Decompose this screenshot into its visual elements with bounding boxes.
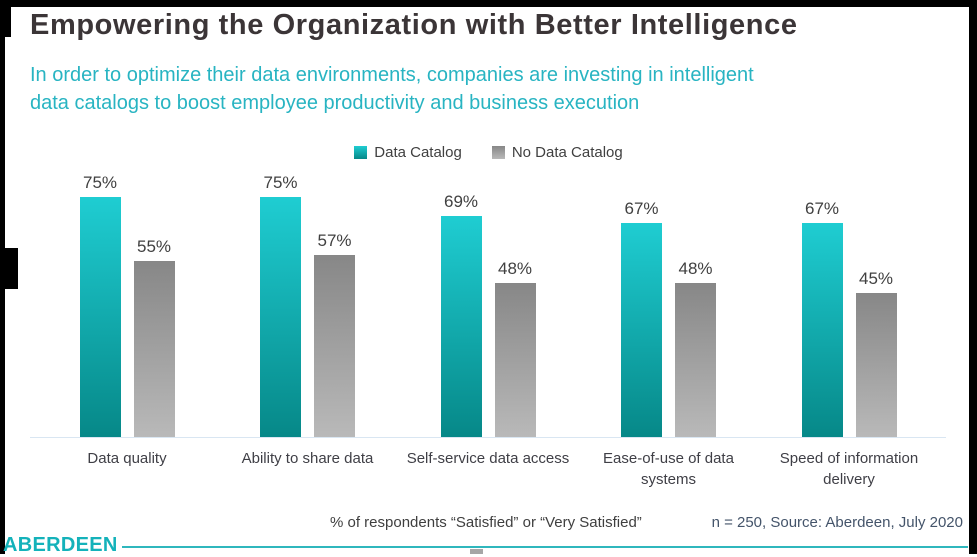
aberdeen-logo: ABERDEEN [3,534,118,556]
bar-data-catalog [79,197,121,437]
x-axis-line [30,437,946,438]
legend-item-no-data-catalog: No Data Catalog [491,144,623,161]
bar-wrap: 48% [675,259,716,437]
legend-item-data-catalog: Data Catalog [354,144,462,161]
value-label: 67% [624,198,659,218]
bar-no-data-catalog [855,293,897,437]
value-label: 67% [804,198,840,218]
bar-wrap: 67% [621,199,662,437]
category-label: Data quality [87,450,167,467]
frame-left-tab [0,248,18,289]
value-label: 75% [82,173,118,192]
subtitle-line-1: In order to optimize their data environm… [30,64,754,86]
cutoff-gray-chip [470,549,483,554]
value-label: 69% [443,192,479,212]
chart-group: 69% 48% Self-service data access [403,170,573,490]
chart-group: 67% 48% Ease-of-use of data systems [584,170,754,490]
category-label: Ability to share data [241,450,374,467]
chart-group: 75% 57% Ability to share data [223,170,393,490]
bar-pair: 75% 57% [260,170,355,437]
bar-pair: 67% 45% [801,170,897,437]
legend-label: Data Catalog [374,144,462,161]
category-label: Speed of information delivery [779,450,919,488]
value-label: 48% [497,259,533,279]
source-text: n = 250, Source: Aberdeen, July 2020 [711,514,963,531]
bar-wrap: 69% [440,192,482,437]
bar-no-data-catalog [675,283,716,437]
bar-wrap: 57% [314,231,355,437]
bar-data-catalog [621,222,662,437]
bar-wrap: 75% [260,173,301,437]
bar-pair: 69% 48% [440,170,536,437]
legend-label: No Data Catalog [511,144,623,161]
page-subtitle: In order to optimize their data environm… [30,61,754,117]
bar-data-catalog [440,216,482,437]
bar-wrap: 75% [79,173,121,437]
legend-swatch-gray-icon [491,146,505,159]
bar-wrap: 48% [494,259,536,437]
bar-no-data-catalog [494,283,536,437]
frame-top-border [0,0,977,7]
chart-legend: Data Catalog No Data Catalog [0,144,977,161]
bar-wrap: 55% [133,237,175,437]
page-title: Empowering the Organization with Better … [30,9,798,41]
value-label: 45% [858,269,894,288]
legend-swatch-teal-icon [354,146,368,159]
bar-chart: 75% 55% Data quality 75% 57% Ability to share… [30,170,946,490]
bar-data-catalog [801,222,843,437]
value-label: 48% [678,259,713,279]
subtitle-line-2: data catalogs to boost employee producti… [30,92,640,114]
value-label: 75% [263,173,298,192]
chart-group: 75% 55% Data quality [42,170,212,490]
bar-pair: 67% 48% [621,170,716,437]
bar-wrap: 67% [801,198,843,437]
bar-wrap: 45% [855,269,897,437]
frame-top-left-corner [0,0,11,37]
bar-no-data-catalog [314,254,355,437]
value-label: 55% [136,237,172,256]
bar-no-data-catalog [133,261,175,437]
chart-group: 67% 45% Speed of information delivery [764,170,934,490]
value-label: 57% [317,230,352,250]
chart-footnote: % of respondents “Satisfied” or “Very Sa… [330,514,642,531]
chart-groups: 75% 55% Data quality 75% 57% Ability to share… [42,170,934,490]
bar-data-catalog [260,197,301,437]
category-label: Self-service data access [406,450,570,467]
category-label: Ease-of-use of data systems [603,450,734,488]
bar-pair: 75% 55% [79,170,175,437]
frame-right-border [969,0,977,554]
logo-divider-line [122,546,968,548]
